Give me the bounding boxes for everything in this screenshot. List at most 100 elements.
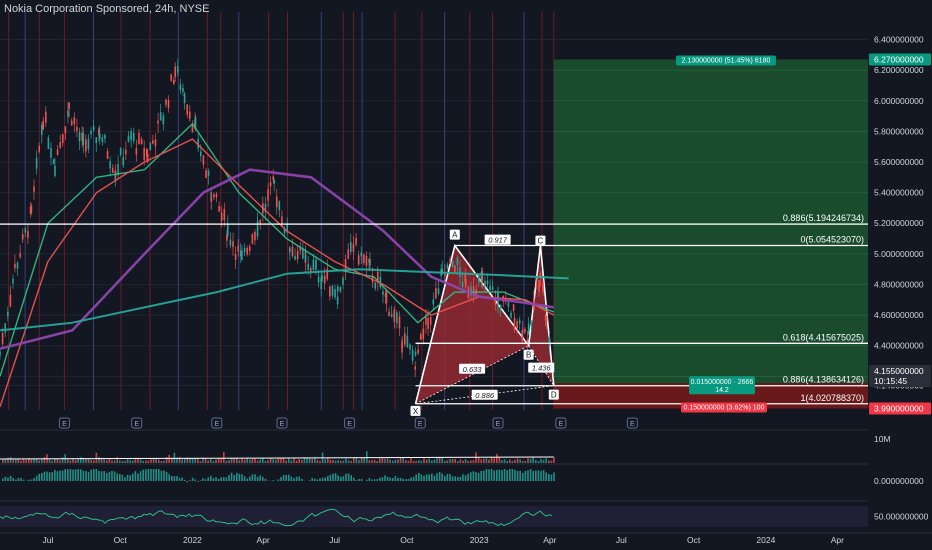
macd-histogram-bar	[254, 474, 256, 481]
macd-histogram-bar	[451, 476, 454, 481]
macd-histogram-bar	[519, 470, 521, 481]
candle-body	[165, 99, 167, 105]
volume-bar	[251, 459, 254, 463]
candle-body	[111, 167, 114, 173]
volume-bar	[488, 459, 490, 463]
volume-bar	[470, 460, 472, 463]
candle-body	[227, 223, 229, 236]
candle-body	[299, 246, 302, 251]
macd-histogram-bar	[493, 470, 495, 481]
candle-body	[226, 234, 228, 241]
candle-body	[320, 277, 322, 290]
candle-body	[0, 351, 1, 356]
volume-bar	[293, 457, 295, 463]
volume-bar	[355, 458, 358, 463]
volume-bar	[415, 460, 417, 463]
volume-bar	[139, 459, 142, 463]
volume-bar	[425, 459, 428, 463]
earnings-label: E	[630, 421, 635, 428]
macd-histogram-bar	[373, 479, 376, 481]
candle-body	[326, 268, 329, 280]
volume-bar	[152, 459, 155, 463]
volume-bar	[418, 460, 420, 463]
ratio-box	[471, 389, 498, 400]
candle-body	[199, 151, 202, 157]
volume-bar	[90, 459, 92, 463]
candle-body	[29, 206, 32, 214]
macd-histogram-bar	[428, 474, 430, 481]
candle-body	[349, 242, 352, 252]
earnings-marker	[58, 417, 70, 429]
volume-bar	[540, 458, 542, 463]
volume-bar	[459, 459, 462, 463]
candle-body	[427, 317, 429, 329]
macd-histogram-bar	[368, 478, 371, 481]
candle-body	[191, 125, 194, 133]
macd-histogram-bar	[178, 477, 181, 481]
macd-histogram-bar	[145, 469, 147, 481]
candle-body	[484, 280, 486, 287]
volume-bar	[72, 458, 74, 463]
volume-bar	[314, 457, 316, 463]
time-tick: Oct	[400, 535, 414, 545]
volume-bar	[204, 457, 207, 463]
candle-body	[56, 149, 59, 156]
candle-body	[59, 142, 61, 148]
candle-body	[251, 234, 254, 244]
candle-body	[417, 349, 419, 354]
macd-histogram-bar	[202, 478, 204, 481]
macd-histogram-bar	[529, 469, 532, 481]
pattern-point-label: D	[551, 391, 557, 400]
volume-bar	[269, 457, 272, 463]
volume-bar	[212, 460, 215, 463]
candle-body	[521, 329, 524, 341]
candle-body	[213, 194, 215, 198]
volume-bar	[399, 457, 402, 463]
time-tick: Jul	[42, 535, 53, 545]
volume-bar	[69, 460, 72, 463]
volume-bar	[519, 459, 521, 463]
earnings-label: E	[559, 421, 564, 428]
candle-body	[145, 149, 148, 157]
price-tick: 6.000000000	[874, 96, 924, 106]
macd-histogram-bar	[139, 471, 142, 481]
candle-body	[81, 132, 83, 141]
macd-histogram-bar	[264, 478, 267, 481]
price-tick: 5.200000000	[874, 218, 924, 228]
volume-bar	[20, 460, 22, 463]
volume-bar	[535, 459, 537, 463]
macd-histogram-bar	[126, 474, 129, 481]
candle-body	[41, 124, 43, 135]
candle-body	[240, 250, 242, 257]
volume-bar	[12, 459, 14, 463]
candle-body	[419, 334, 422, 340]
candle-body	[207, 170, 210, 176]
volume-bar	[98, 457, 100, 463]
last-price-tag-countdown: 10:15:45	[874, 376, 907, 386]
time-tick: Jul	[616, 535, 627, 545]
volume-bar	[93, 460, 95, 463]
volume-bar	[444, 460, 446, 463]
macd-histogram-bar	[17, 478, 20, 481]
candle-body	[516, 321, 518, 329]
macd-histogram-bar	[288, 474, 290, 481]
candle-body	[98, 128, 100, 136]
volume-bar	[147, 460, 150, 463]
macd-histogram-bar	[470, 472, 472, 481]
candle-body	[432, 299, 435, 305]
candle-body	[42, 120, 45, 130]
candle-body	[382, 291, 384, 295]
macd-histogram-bar	[350, 475, 352, 481]
macd-histogram-bar	[147, 469, 150, 481]
macd-histogram-bar	[535, 470, 537, 481]
candle-body	[273, 179, 275, 184]
volume-bar	[241, 458, 243, 463]
macd-histogram-bar	[106, 472, 108, 481]
macd-histogram-bar	[111, 470, 113, 481]
candle-body	[390, 313, 393, 318]
macd-histogram-bar	[77, 469, 79, 481]
stop-label-box	[681, 402, 767, 413]
fib-label: 0.618(4.415675025)	[783, 332, 864, 342]
candle-body	[456, 257, 459, 266]
